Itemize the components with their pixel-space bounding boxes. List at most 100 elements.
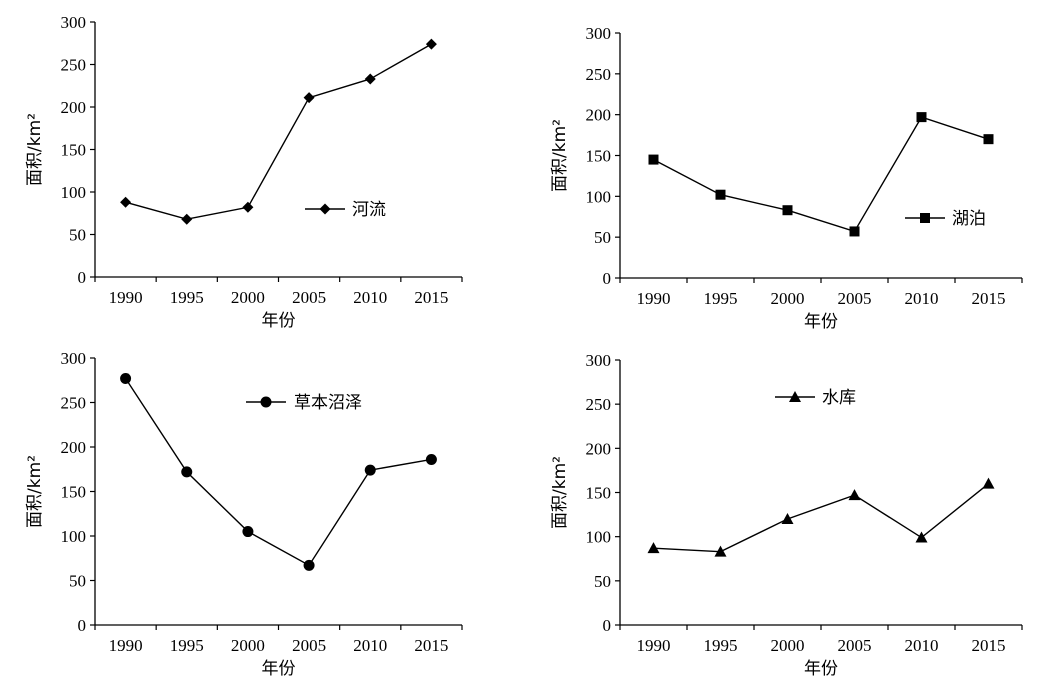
series-line <box>124 378 432 567</box>
x-tick-label: 2010 <box>353 288 387 307</box>
x-tick-label: 2000 <box>231 288 265 307</box>
legend-marker <box>789 391 801 402</box>
series-line <box>653 116 989 233</box>
data-point <box>781 513 794 524</box>
data-point <box>425 453 437 465</box>
legend-marker <box>260 396 272 408</box>
y-tick-label: 150 <box>61 141 87 160</box>
data-point <box>242 526 254 538</box>
y-tick-label: 50 <box>594 228 611 247</box>
y-tick-label: 300 <box>586 351 612 370</box>
y-tick-label: 200 <box>586 106 612 125</box>
y-tick-label: 250 <box>586 395 612 414</box>
chart-panel-3: 0 50 100 150 200 250 300 1990 1995 2000 2005 2010 20… <box>25 349 463 679</box>
y-tick-label: 100 <box>586 187 612 206</box>
x-tick-label: 1990 <box>109 636 143 655</box>
x-axis-title: 年份 <box>262 659 296 679</box>
y-tick-label: 50 <box>69 572 86 591</box>
x-axis-title: 年份 <box>804 659 838 679</box>
x-tick-label: 1995 <box>170 288 204 307</box>
y-tick-label: 200 <box>61 438 87 457</box>
y-tick-label: 100 <box>586 528 612 547</box>
y-tick-label: 150 <box>61 483 87 502</box>
y-tick-label: 0 <box>78 268 87 287</box>
x-tick-label: 2000 <box>231 636 265 655</box>
data-point <box>364 464 376 476</box>
data-point <box>916 112 927 123</box>
y-tick-label: 50 <box>69 226 86 245</box>
y-tick-label: 300 <box>61 13 87 32</box>
legend-marker <box>920 213 930 223</box>
data-point <box>782 205 793 216</box>
x-tick-label: 2010 <box>905 289 939 308</box>
x-tick-label: 2000 <box>771 636 805 655</box>
y-tick-label: 300 <box>61 349 87 368</box>
x-tick-label: 2005 <box>292 288 326 307</box>
x-tick-label: 2005 <box>838 289 872 308</box>
x-tick-label: 1990 <box>637 636 671 655</box>
data-point <box>982 477 995 489</box>
legend-label: 草本沼泽 <box>294 393 362 413</box>
y-tick-label: 0 <box>78 616 87 635</box>
y-axis-title: 面积/km² <box>550 119 570 192</box>
data-point <box>242 201 254 213</box>
data-point <box>983 134 994 145</box>
data-point <box>120 196 132 208</box>
data-point <box>181 213 193 225</box>
chart-panel-2: 0 50 100 150 200 250 300 1990 1995 2000 2005 2010 20… <box>550 24 1023 332</box>
data-point <box>648 154 659 165</box>
data-point <box>303 559 315 571</box>
y-axis-title: 面积/km² <box>25 113 45 186</box>
x-tick-label: 1995 <box>704 289 738 308</box>
x-tick-label: 1995 <box>170 636 204 655</box>
x-tick-label: 1995 <box>704 636 738 655</box>
chart-panel-4: 0 50 100 150 200 250 300 1990 1995 2000 2005 2010 20… <box>550 351 1023 679</box>
x-tick-label: 2005 <box>838 636 872 655</box>
x-tick-label: 2010 <box>905 636 939 655</box>
x-axis-title: 年份 <box>804 312 838 332</box>
data-point <box>849 226 860 237</box>
y-tick-label: 200 <box>61 98 87 117</box>
x-tick-label: 2000 <box>771 289 805 308</box>
x-tick-label: 1990 <box>637 289 671 308</box>
y-tick-label: 0 <box>603 616 612 635</box>
data-point <box>714 545 727 557</box>
data-point <box>303 92 315 104</box>
x-tick-label: 2005 <box>292 636 326 655</box>
data-point <box>364 73 376 85</box>
data-point <box>181 466 193 478</box>
y-axis-title: 面积/km² <box>550 456 570 529</box>
x-tick-label: 2015 <box>414 636 448 655</box>
data-point <box>647 542 660 554</box>
y-tick-label: 200 <box>586 439 612 458</box>
legend-label: 河流 <box>352 200 386 220</box>
x-tick-label: 2015 <box>972 636 1006 655</box>
data-point <box>715 189 726 200</box>
data-point <box>120 372 132 384</box>
y-tick-label: 150 <box>586 147 612 166</box>
y-tick-label: 50 <box>594 572 611 591</box>
y-tick-label: 150 <box>586 484 612 503</box>
y-tick-label: 250 <box>61 394 87 413</box>
y-tick-label: 0 <box>603 269 612 288</box>
x-tick-label: 2015 <box>972 289 1006 308</box>
y-tick-label: 100 <box>61 183 87 202</box>
data-point <box>425 38 437 50</box>
data-point <box>848 489 861 501</box>
x-tick-label: 2015 <box>414 288 448 307</box>
x-tick-label: 2010 <box>353 636 387 655</box>
y-tick-label: 100 <box>61 527 87 546</box>
y-tick-label: 300 <box>586 24 612 43</box>
legend-marker <box>319 203 331 215</box>
y-tick-label: 250 <box>586 65 612 84</box>
y-tick-label: 250 <box>61 56 87 75</box>
x-tick-label: 1990 <box>109 288 143 307</box>
series-line <box>653 483 989 553</box>
legend-label: 水库 <box>822 388 856 408</box>
series-line <box>125 43 432 220</box>
chart-panel-1: 0 50 100 150 200 250 300 1990 1995 2000 2005 2010 20… <box>25 13 463 331</box>
data-point <box>915 531 928 543</box>
legend-label: 湖泊 <box>952 209 986 229</box>
y-axis-title: 面积/km² <box>25 455 45 528</box>
